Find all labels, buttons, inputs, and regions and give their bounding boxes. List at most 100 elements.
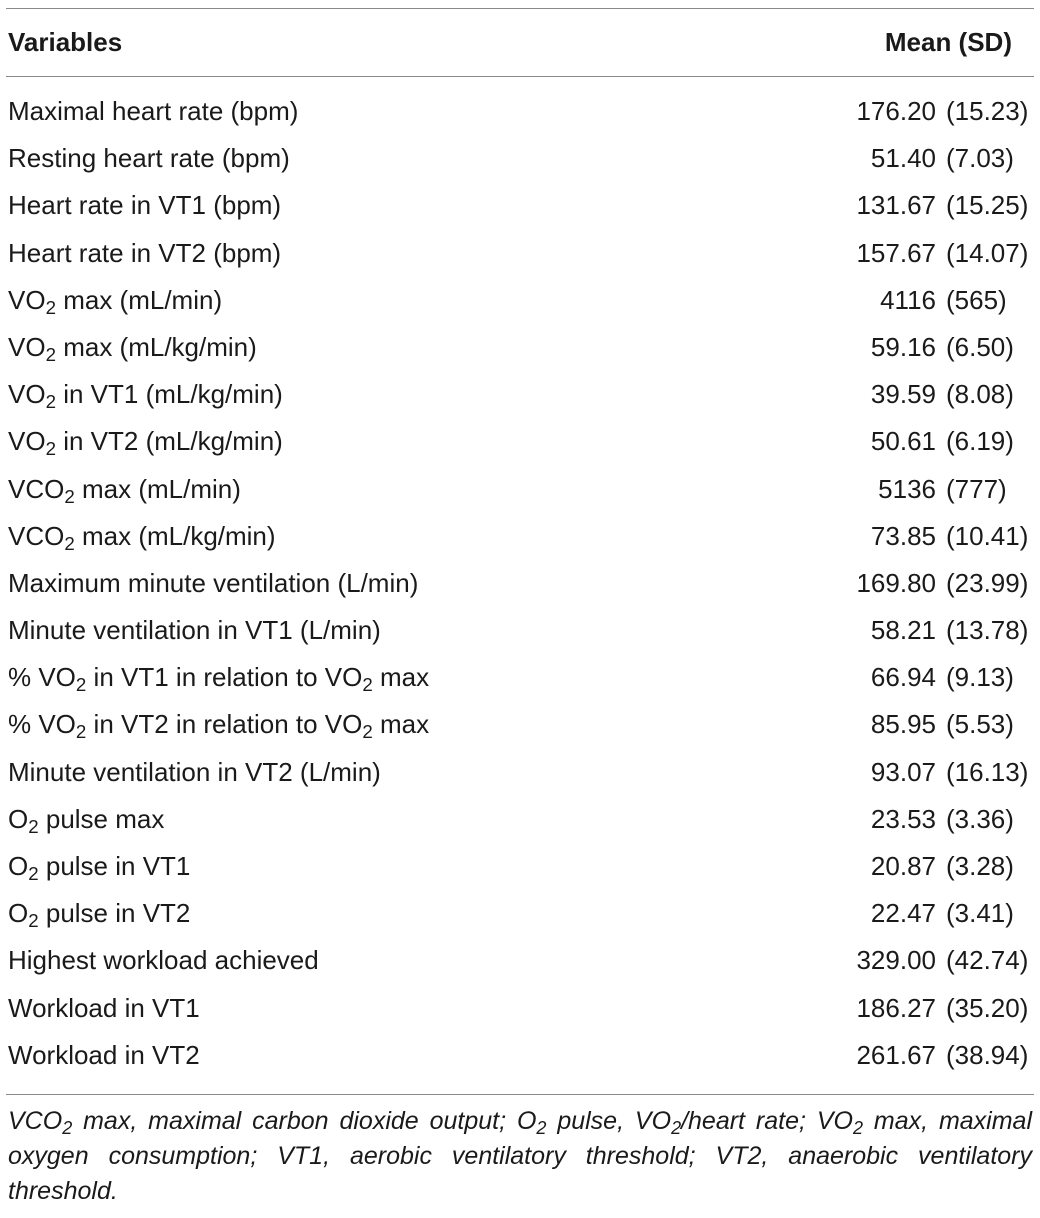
row-label: Heart rate in VT2 (bpm) — [8, 237, 282, 268]
subscript: 2 — [64, 532, 75, 554]
row-label: VO2 max (mL/min) — [8, 284, 223, 318]
row-label: O2 pulse max — [8, 803, 165, 838]
table-body: Maximal heart rate (bpm) 176.20 (15.23) Res… — [0, 88, 1040, 1079]
row-sd: (38.94) — [946, 1039, 1029, 1070]
row-label: O2 pulse in VT1 — [8, 851, 191, 885]
subscript: 2 — [28, 863, 39, 885]
row-mean: 93.07 — [870, 756, 936, 787]
row-label: VCO2 max (mL/kg/min) — [8, 520, 276, 554]
table-row: Maximum minute ventilation (L/min) 169.80… — [0, 560, 1040, 607]
table-row: O2 pulse max 23.53 (3.36) — [0, 796, 1040, 843]
row-label: Minute ventilation in VT1 (L/min) — [8, 615, 381, 646]
subscript: 2 — [671, 1118, 682, 1139]
row-label: VO2 in VT1 (mL/kg/min) — [8, 379, 283, 413]
subscript: 2 — [45, 438, 56, 460]
subscript: 2 — [45, 344, 56, 366]
row-sd: (3.41) — [946, 898, 1014, 929]
table-row: Minute ventilation in VT2 (L/min) 93.07 (1… — [0, 749, 1040, 796]
row-mean: 329.00 — [856, 945, 936, 976]
table-row: Maximal heart rate (bpm) 176.20 (15.23) — [0, 88, 1040, 135]
subscript: 2 — [75, 674, 87, 696]
table-row: % VO2 in VT1 in relation to VO2 max 66.94… — [0, 654, 1040, 701]
table-row: Workload in VT2 261.67 (38.94) — [0, 1032, 1040, 1079]
row-sd: (3.36) — [946, 803, 1014, 834]
row-label: % VO2 in VT2 in relation to VO2 max — [8, 709, 430, 743]
subscript: 2 — [852, 1118, 863, 1139]
table-row: VO2 max (mL/min) 4116 (565) — [0, 277, 1040, 324]
row-mean: 85.95 — [870, 709, 936, 740]
row-mean: 66.94 — [870, 662, 936, 693]
row-sd: (777) — [946, 473, 1007, 504]
subscript: 2 — [362, 674, 373, 696]
row-sd: (15.25) — [946, 190, 1029, 221]
header-variables: Variables — [8, 27, 123, 57]
subscript: 2 — [28, 910, 39, 932]
subscript: 2 — [75, 721, 87, 743]
row-sd: (5.53) — [946, 709, 1014, 740]
row-sd: (3.28) — [946, 851, 1014, 881]
table-bottom-rule — [6, 1094, 1034, 1095]
row-mean: 58.21 — [870, 615, 936, 646]
row-mean: 4116 — [880, 284, 936, 315]
table-header-rule — [6, 76, 1034, 77]
row-mean: 22.47 — [870, 898, 936, 929]
subscript: 2 — [536, 1118, 547, 1139]
row-label: Heart rate in VT1 (bpm) — [8, 190, 282, 221]
row-sd: (42.74) — [946, 945, 1029, 976]
row-sd: (10.41) — [946, 520, 1029, 551]
row-label: Minute ventilation in VT2 (L/min) — [8, 756, 381, 787]
row-sd: (9.13) — [946, 662, 1014, 693]
subscript: 2 — [64, 485, 75, 507]
row-mean: 261.67 — [856, 1039, 936, 1070]
row-sd: (7.03) — [946, 143, 1014, 174]
table-row: VO2 max (mL/kg/min) 59.16 (6.50) — [0, 324, 1040, 371]
subscript: 2 — [28, 816, 39, 838]
table-row: VO2 in VT2 (mL/kg/min) 50.61 (6.19) — [0, 418, 1040, 465]
row-label: Workload in VT2 — [8, 1039, 200, 1070]
subscript: 2 — [62, 1118, 73, 1139]
table-row: Minute ventilation in VT1 (L/min) 58.21 (1… — [0, 607, 1040, 654]
table-row: O2 pulse in VT2 22.47 (3.41) — [0, 890, 1040, 937]
table-row: Highest workload achieved 329.00 (42.74) — [0, 937, 1040, 984]
row-sd: (15.23) — [946, 96, 1029, 126]
row-sd: (23.99) — [946, 567, 1029, 598]
row-mean: 51.40 — [870, 143, 936, 174]
header-mean-sd: Mean (SD) — [884, 27, 1012, 57]
table-row: VCO2 max (mL/kg/min) 73.85 (10.41) — [0, 513, 1040, 560]
row-mean: 169.80 — [856, 567, 936, 598]
row-mean: 73.85 — [870, 520, 936, 551]
row-label: VO2 in VT2 (mL/kg/min) — [8, 426, 283, 460]
table-top-rule — [6, 8, 1034, 9]
row-mean: 176.20 — [856, 96, 936, 126]
subscript: 2 — [362, 721, 373, 743]
row-mean: 5136 — [878, 473, 936, 504]
row-label: Resting heart rate (bpm) — [8, 143, 290, 174]
row-mean: 59.16 — [870, 331, 936, 362]
row-sd: (35.20) — [946, 992, 1029, 1023]
table-footnote: VCO2 max, maximal carbon dioxide output;… — [8, 1107, 1033, 1205]
table-row: VCO2 max (mL/min) 5136 (777) — [0, 466, 1040, 513]
row-sd: (14.07) — [946, 237, 1029, 268]
row-mean: 23.53 — [870, 803, 936, 834]
table-row: Heart rate in VT2 (bpm) 157.67 (14.07) — [0, 230, 1040, 277]
row-label: Highest workload achieved — [8, 945, 319, 976]
row-mean: 39.59 — [870, 379, 936, 410]
row-label: VCO2 max (mL/min) — [8, 473, 241, 507]
row-mean: 131.67 — [856, 190, 936, 221]
table-row: Workload in VT1 186.27 (35.20) — [0, 985, 1040, 1032]
table-row: O2 pulse in VT1 20.87 (3.28) — [0, 843, 1040, 890]
table-row: VO2 in VT1 (mL/kg/min) 39.59 (8.08) — [0, 371, 1040, 418]
row-mean: 186.27 — [856, 992, 936, 1023]
table-row: % VO2 in VT2 in relation to VO2 max 85.95… — [0, 701, 1040, 748]
row-label: % VO2 in VT1 in relation to VO2 max — [8, 662, 430, 696]
row-mean: 50.61 — [870, 426, 936, 457]
row-mean: 157.67 — [856, 237, 936, 268]
table-row: Heart rate in VT1 (bpm) 131.67 (15.25) — [0, 182, 1040, 229]
row-label: Workload in VT1 — [8, 992, 200, 1023]
row-sd: (16.13) — [946, 756, 1029, 787]
subscript: 2 — [45, 391, 56, 413]
row-label: Maximum minute ventilation (L/min) — [8, 567, 419, 598]
row-label: O2 pulse in VT2 — [8, 898, 191, 932]
row-mean: 20.87 — [870, 851, 936, 881]
row-sd: (6.50) — [946, 331, 1014, 362]
